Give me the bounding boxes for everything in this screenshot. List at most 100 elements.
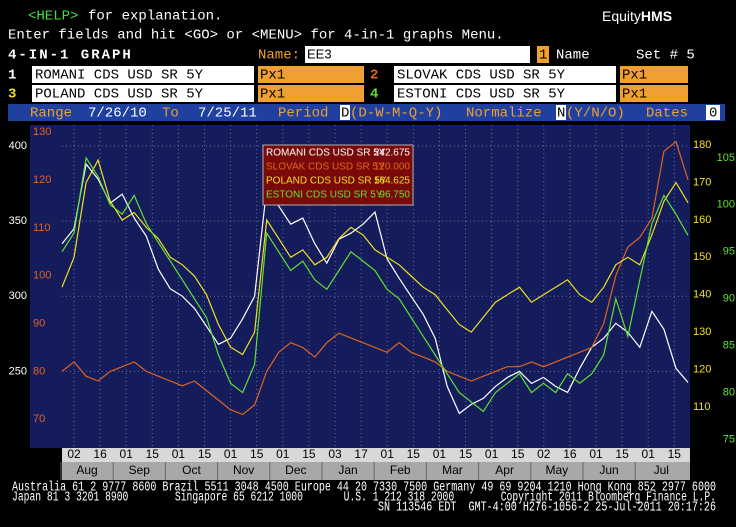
security-name: ROMANI CDS USD SR 5Y bbox=[35, 68, 204, 84]
dates-value: 0 bbox=[709, 106, 717, 122]
y-tick-label: 80 bbox=[723, 387, 735, 399]
x-day-label: 01 bbox=[172, 447, 186, 461]
y-tick-label: 250 bbox=[9, 365, 27, 377]
y-tick-label: 90 bbox=[723, 293, 735, 305]
dates-label: Dates bbox=[646, 106, 688, 122]
y-tick-label: 105 bbox=[717, 152, 735, 164]
field-box[interactable] bbox=[620, 66, 688, 83]
y-tick-label: 110 bbox=[33, 222, 51, 234]
x-day-label: 01 bbox=[485, 447, 499, 461]
x-month-label: Feb bbox=[390, 463, 411, 477]
period-options: (D-W-M-Q-Y) bbox=[350, 106, 442, 122]
legend-name: POLAND CDS USD SR 5Y bbox=[266, 176, 387, 187]
brand-1: Equity bbox=[602, 8, 641, 24]
y-tick-label: 120 bbox=[33, 174, 51, 186]
brand: EquityHMS bbox=[602, 8, 672, 24]
y-tick-label: 130 bbox=[693, 326, 711, 338]
legend-value: 242.675 bbox=[374, 148, 411, 159]
x-day-label: 01 bbox=[224, 447, 238, 461]
month-axis-band bbox=[62, 462, 690, 480]
security-box[interactable] bbox=[394, 85, 616, 102]
x-month-label: Dec bbox=[285, 463, 306, 477]
y-tick-label: 110 bbox=[693, 401, 711, 413]
y-tick-label: 170 bbox=[693, 176, 711, 188]
range-to[interactable]: 7/25/11 bbox=[198, 106, 257, 122]
x-day-label: 15 bbox=[407, 447, 421, 461]
y-tick-label: 75 bbox=[723, 433, 735, 445]
x-day-label: 16 bbox=[563, 447, 577, 461]
security-box[interactable] bbox=[32, 66, 254, 83]
series-line bbox=[61, 158, 689, 356]
y-tick-label: 160 bbox=[693, 214, 711, 226]
x-month-label: May bbox=[546, 463, 569, 477]
x-day-label: 01 bbox=[120, 447, 134, 461]
normalize-options: (Y/N/O) bbox=[566, 106, 625, 122]
y-tick-label: 100 bbox=[717, 199, 735, 211]
instructions: Enter fields and hit <GO> or <MENU> for … bbox=[8, 28, 504, 44]
field-name: Px1 bbox=[260, 87, 285, 103]
set-label: Set # 5 bbox=[636, 48, 695, 64]
x-day-label: 03 bbox=[328, 447, 342, 461]
series-line bbox=[61, 140, 689, 416]
footer-line: Japan 81 3 3201 8900 Singapore 65 6212 1… bbox=[12, 490, 716, 506]
legend-value: 120.000 bbox=[374, 162, 411, 173]
range-from[interactable]: 7/26/10 bbox=[88, 106, 147, 122]
footer-line: Australia 61 2 9777 8600 Brazil 5511 304… bbox=[12, 480, 716, 496]
y-tick-label: 140 bbox=[693, 289, 711, 301]
normalize-label: Normalize bbox=[466, 106, 542, 122]
x-month-label: Sep bbox=[129, 463, 151, 477]
field-box[interactable] bbox=[258, 66, 364, 83]
field-box[interactable] bbox=[258, 85, 364, 102]
x-day-label: 15 bbox=[668, 447, 682, 461]
footer-line: SN 113546 EDT GMT-4:00 H276-1056-2 25-Ju… bbox=[378, 500, 716, 516]
x-month-label: Nov bbox=[233, 463, 254, 477]
num-box[interactable] bbox=[537, 46, 549, 63]
x-month-label: Aug bbox=[76, 463, 97, 477]
y-tick-label: 180 bbox=[693, 139, 711, 151]
field-name: Px1 bbox=[260, 68, 285, 84]
period-label: Period bbox=[278, 106, 328, 122]
security-name: SLOVAK CDS USD SR 5Y bbox=[397, 68, 566, 84]
x-day-label: 15 bbox=[146, 447, 160, 461]
legend-name: ESTONI CDS USD SR 5Y bbox=[266, 190, 383, 201]
y-tick-label: 85 bbox=[723, 340, 735, 352]
normalize-value: N bbox=[557, 106, 565, 122]
x-month-label: Apr bbox=[495, 463, 514, 477]
help-key[interactable]: <HELP> bbox=[28, 9, 78, 25]
field-name: Px1 bbox=[622, 68, 647, 84]
legend-name: SLOVAK CDS USD SR 5Y bbox=[266, 162, 385, 173]
legend-value: 96.750 bbox=[379, 190, 410, 201]
y-tick-label: 150 bbox=[693, 251, 711, 263]
to-label: To bbox=[162, 106, 179, 122]
num-value: 1 bbox=[539, 48, 547, 64]
security-box[interactable] bbox=[394, 66, 616, 83]
y-tick-label: 90 bbox=[33, 317, 45, 329]
normalize-box[interactable] bbox=[556, 105, 566, 120]
y-tick-label: 95 bbox=[723, 246, 735, 258]
period-box[interactable] bbox=[340, 105, 350, 120]
name-word: Name bbox=[556, 48, 590, 64]
name-value: EE3 bbox=[307, 46, 332, 61]
brand-2: HMS bbox=[641, 8, 672, 24]
x-month-label: Jun bbox=[599, 463, 618, 477]
x-day-label: 15 bbox=[250, 447, 264, 461]
name-input[interactable] bbox=[305, 46, 530, 63]
field-box[interactable] bbox=[620, 85, 688, 102]
x-month-label: Oct bbox=[182, 463, 201, 477]
legend-box bbox=[262, 144, 414, 206]
x-month-label: Jul bbox=[654, 463, 669, 477]
x-day-label: 01 bbox=[589, 447, 603, 461]
y-tick-label: 100 bbox=[33, 270, 51, 282]
range-bar bbox=[8, 104, 725, 121]
x-day-label: 01 bbox=[642, 447, 656, 461]
x-day-label: 15 bbox=[459, 447, 473, 461]
dates-box[interactable] bbox=[706, 105, 720, 120]
x-day-label: 02 bbox=[537, 447, 551, 461]
screen-title: 4-IN-1 GRAPH bbox=[8, 48, 133, 64]
x-day-label: 17 bbox=[354, 447, 368, 461]
legend-value: 164.625 bbox=[374, 176, 411, 187]
security-box[interactable] bbox=[32, 85, 254, 102]
row-number: 3 bbox=[8, 87, 16, 103]
series-line bbox=[61, 156, 689, 413]
